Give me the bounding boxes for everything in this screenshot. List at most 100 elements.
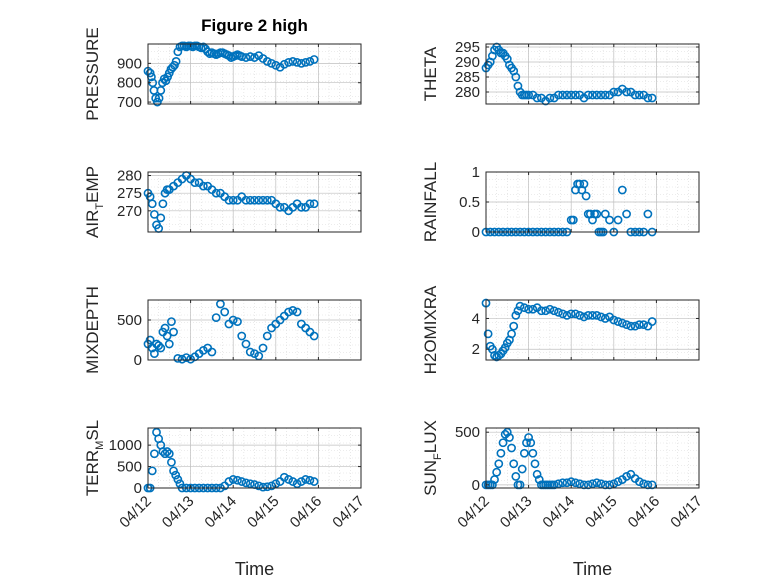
subplot-8: 0 500 04/12 04/13 04/14 04/15 04/16 04/17 SUNFLU… — [421, 420, 706, 579]
y-tick-label: 0 — [472, 224, 480, 241]
data-point — [177, 354, 187, 364]
data-point — [145, 335, 155, 345]
data-point — [147, 199, 157, 209]
y-tick-label: 0 — [472, 477, 480, 494]
data-point — [647, 317, 657, 326]
data-point — [262, 195, 272, 205]
x-axis-label: Time — [235, 559, 274, 579]
data-point — [245, 52, 255, 61]
data-point — [528, 304, 538, 314]
data-point — [600, 90, 610, 100]
data-point — [198, 42, 208, 52]
y-tick-label: 2 — [472, 341, 480, 358]
data-point — [258, 195, 268, 205]
data-point — [250, 349, 259, 358]
data-point — [241, 478, 251, 488]
data-point — [554, 90, 563, 100]
data-point — [492, 467, 502, 477]
data-point — [190, 178, 200, 187]
data-point — [309, 55, 319, 64]
data-point — [156, 343, 166, 353]
data-point — [583, 90, 593, 100]
data-point — [171, 57, 181, 66]
data-point — [267, 481, 276, 491]
data-point — [519, 448, 529, 458]
data-point — [634, 477, 644, 487]
data-point — [647, 93, 657, 103]
data-point — [558, 478, 568, 488]
data-point — [262, 57, 272, 66]
x-tick-label: 04/17 — [329, 493, 368, 532]
data-point — [634, 90, 644, 100]
data-point — [562, 90, 572, 100]
y-tick-label: 275 — [117, 185, 142, 202]
data-point — [613, 215, 623, 225]
data-point — [296, 202, 306, 212]
data-point — [284, 475, 293, 484]
data-point — [509, 459, 519, 469]
data-point — [145, 68, 155, 78]
data-point — [198, 181, 208, 191]
data-point — [173, 47, 183, 57]
data-point — [224, 477, 234, 486]
x-tick-label: 04/17 — [667, 493, 706, 532]
data-point — [517, 464, 527, 474]
data-point — [609, 315, 619, 325]
data-point — [237, 331, 247, 341]
data-point — [588, 90, 597, 100]
data-point — [254, 195, 264, 205]
y-tick-label: 4 — [472, 310, 480, 327]
data-point — [284, 307, 293, 317]
data-point — [524, 90, 533, 100]
data-point — [233, 475, 242, 485]
data-point — [575, 310, 585, 320]
data-point — [228, 315, 238, 325]
data-point — [507, 443, 516, 453]
data-point — [592, 310, 602, 320]
data-point — [292, 57, 302, 67]
data-point — [162, 447, 172, 456]
data-point — [156, 86, 166, 95]
data-point — [643, 209, 653, 219]
data-point — [617, 185, 627, 195]
data-point — [634, 320, 644, 330]
axes-box — [147, 299, 362, 361]
y-axis-label: SUNFLUX — [421, 420, 444, 496]
data-point — [186, 354, 195, 364]
data-point — [250, 53, 259, 62]
y-tick-label: 0 — [134, 352, 142, 369]
data-point — [305, 199, 315, 209]
data-point — [169, 466, 178, 476]
data-point — [568, 215, 578, 225]
data-point — [549, 306, 559, 316]
data-point — [156, 213, 166, 223]
data-point — [600, 209, 610, 219]
data-point — [526, 438, 536, 448]
data-point — [483, 329, 493, 339]
data-point — [511, 472, 521, 481]
data-point — [173, 475, 183, 484]
data-point — [254, 481, 264, 491]
axes-box — [147, 171, 362, 233]
data-point — [562, 478, 572, 488]
y-tick-label: 285 — [455, 69, 480, 86]
data-point — [545, 304, 555, 314]
data-point — [502, 427, 512, 437]
data-point — [530, 459, 540, 469]
axes-box — [147, 43, 362, 105]
y-tick-label: 800 — [117, 75, 142, 92]
data-point — [301, 475, 311, 484]
data-point — [583, 310, 593, 320]
data-point — [258, 482, 268, 492]
y-axis-label: AIRTEMP — [83, 166, 106, 238]
data-point — [154, 93, 164, 103]
y-axis-label: PRESSURE — [83, 27, 102, 121]
axes-box — [485, 299, 700, 361]
data-point — [566, 309, 576, 319]
data-point — [498, 438, 508, 448]
data-point — [288, 57, 298, 66]
data-point — [519, 303, 529, 313]
y-tick-label: 900 — [117, 55, 142, 72]
subplot-6: 2 4 H2OMIXRA — [421, 285, 700, 374]
data-point — [643, 93, 653, 103]
